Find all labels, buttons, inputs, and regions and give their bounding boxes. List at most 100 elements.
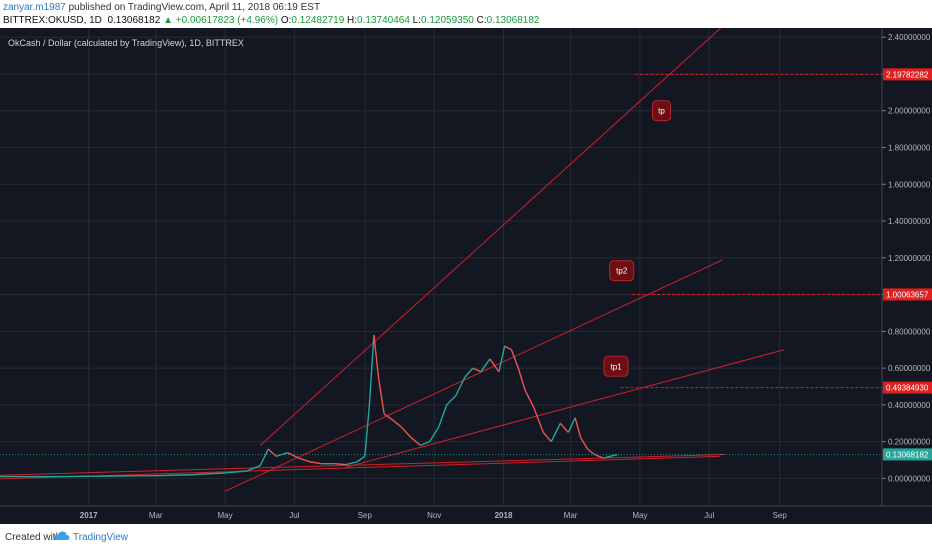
price-segment — [267, 448, 277, 457]
price-segment — [368, 334, 375, 405]
price-segment — [438, 404, 448, 428]
current-price-tag — [883, 448, 932, 461]
x-tick-label: Mar — [564, 511, 578, 520]
publish-info: zanyar.m1987 published on TradingView.co… — [3, 2, 320, 13]
y-tick-label: 0.60000000 — [888, 364, 931, 373]
high-value: 0.13740464 — [357, 15, 410, 26]
price-segment — [610, 453, 618, 458]
price-segment — [104, 474, 156, 477]
x-tick-label: May — [632, 511, 647, 520]
price-segment — [574, 417, 582, 439]
price-segment — [155, 474, 191, 477]
y-tick-label: 1.20000000 — [888, 254, 931, 263]
price-segment — [504, 345, 512, 351]
target-price-tag-tp — [883, 68, 932, 81]
annotation-tp1-box — [603, 355, 629, 377]
high-label: H: — [347, 15, 358, 26]
price-segment — [446, 395, 457, 406]
y-tick-label: 0.40000000 — [888, 401, 931, 410]
price-segment — [455, 376, 466, 397]
x-tick-label: Jul — [289, 511, 299, 520]
published-text: published on TradingView.com, April 11, … — [65, 2, 321, 13]
price-segment — [373, 334, 380, 378]
price-segment — [391, 419, 402, 428]
close-label: C: — [476, 15, 487, 26]
price-segment — [429, 426, 440, 443]
price-segment — [550, 422, 561, 442]
low-label: L: — [412, 15, 422, 26]
annotation-tp2-box — [609, 260, 635, 282]
price-segment — [587, 448, 595, 456]
target-price-tag-tp1 — [883, 381, 932, 394]
x-tick-label: Mar — [149, 511, 163, 520]
price-segment — [603, 455, 611, 459]
price-segment — [400, 426, 412, 439]
x-tick-label: Jul — [704, 511, 714, 520]
target-price-label-tp1: 0.49384930 — [886, 384, 929, 393]
y-tick-label: 0.00000000 — [888, 474, 931, 483]
annotation-tp1: tp1 — [610, 362, 622, 371]
price-segment — [334, 463, 346, 466]
price-change: ▲ +0.00617823 (+4.96%) — [163, 15, 279, 26]
current-price-label: 0.13068182 — [886, 450, 929, 459]
price-segment — [489, 358, 500, 373]
x-tick-label: Sep — [358, 511, 373, 520]
price-segment — [567, 417, 576, 433]
annotation-tp2: tp2 — [616, 267, 628, 276]
price-segment — [498, 345, 506, 372]
open-label: O: — [280, 15, 292, 26]
price-segment — [464, 367, 474, 378]
y-tick-label: 0.20000000 — [888, 438, 931, 447]
price-segment — [510, 349, 519, 369]
x-tick-label: May — [217, 511, 232, 520]
price-segment — [224, 470, 247, 474]
price-segment — [377, 377, 385, 415]
price-segment — [356, 455, 366, 463]
price-axis-panel — [882, 28, 932, 524]
target-price-label-tp: 2.19782282 — [886, 70, 929, 79]
price-segment — [533, 408, 544, 433]
close-value: 0.13068182 — [486, 15, 540, 26]
annotation-tp-box — [652, 100, 671, 122]
ohlc-line: BITTREX:OKUSD, 1D 0.13068182 ▲ +0.006178… — [3, 15, 539, 26]
annotation-tp: tp — [658, 107, 665, 116]
price-segment — [524, 389, 535, 409]
price-segment — [517, 367, 526, 391]
x-tick-label: Sep — [773, 511, 788, 520]
x-tick-label: 2017 — [80, 511, 98, 520]
price-segment — [472, 367, 482, 373]
tradingview-cloud-icon — [54, 531, 70, 540]
target-price-tag-tp2 — [883, 288, 932, 301]
price-segment — [310, 461, 322, 465]
price-segment — [580, 437, 589, 450]
price-segment — [246, 464, 261, 472]
price-segment — [383, 413, 393, 421]
last-price: 0.13068182 — [107, 15, 161, 26]
price-segment — [298, 457, 311, 463]
trend-line — [224, 259, 724, 492]
y-tick-label: 2.40000000 — [888, 33, 931, 42]
price-segment — [275, 452, 288, 458]
target-price-label-tp2: 1.00063657 — [886, 290, 929, 299]
footer: Created with TradingView — [0, 524, 932, 550]
y-tick-label: 0.80000000 — [888, 327, 931, 336]
author-link[interactable]: zanyar.m1987 — [3, 2, 66, 13]
chart-title: OkCash / Dollar (calculated by TradingVi… — [8, 38, 244, 48]
open-value: 0.12482719 — [291, 15, 345, 26]
price-segment — [559, 422, 569, 433]
chart-header: zanyar.m1987 published on TradingView.co… — [0, 0, 932, 28]
price-segment — [259, 448, 269, 466]
y-tick-label: 1.80000000 — [888, 144, 931, 153]
price-segment — [542, 432, 552, 443]
y-tick-label: 1.60000000 — [888, 180, 931, 189]
price-segment — [420, 441, 430, 446]
price-segment — [345, 461, 358, 466]
price-segment — [190, 472, 226, 476]
tradingview-brand[interactable]: TradingView — [73, 532, 129, 543]
trend-line — [259, 28, 722, 446]
trend-line — [345, 349, 785, 468]
price-segment — [411, 437, 421, 446]
x-tick-label: 2018 — [495, 511, 513, 520]
